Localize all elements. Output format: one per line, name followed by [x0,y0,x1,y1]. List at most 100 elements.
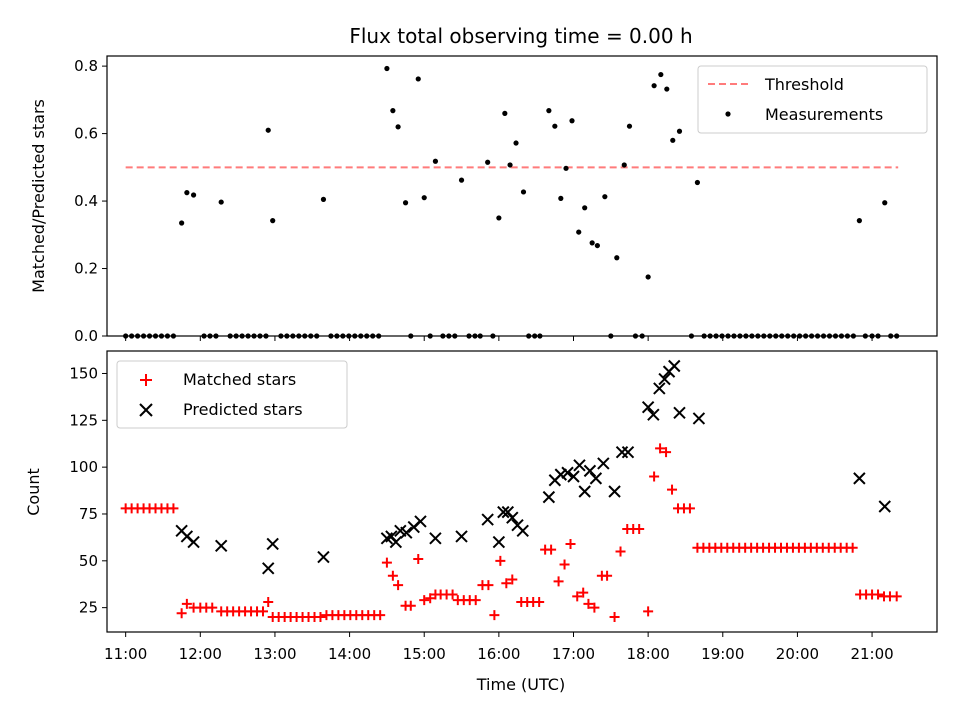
predicted-star-point [567,470,580,483]
matched-star-point [470,595,481,606]
measurement-point [737,333,743,339]
measurement-point [352,333,358,339]
measurement-point [376,333,382,339]
predicted-stars-layer [175,359,891,575]
matched-star-point [181,598,192,609]
measurement-point [761,333,767,339]
top-panel: Flux total observing time = 0.00 h 0.00.… [29,24,938,345]
x-tick-label: 11:00 [104,645,147,663]
measurement-point [779,333,785,339]
matched-star-point [572,591,583,602]
predicted-star-point [578,485,591,498]
matched-star-point [634,523,645,534]
matched-star-point [873,589,884,600]
measurement-point [694,179,701,186]
matched-star-point [315,612,326,623]
matched-star-point [419,595,430,606]
measurement-point [278,333,284,339]
measurement-point [284,333,290,339]
matched-star-point [263,597,274,608]
predicted-star-point [589,472,603,485]
legend-matched-swatch [140,374,152,386]
measurement-point [743,333,749,339]
measurement-point [263,333,269,339]
measurement-point [552,123,558,129]
measurement-point [201,333,207,339]
bottom-x-ticks: 11:00 12:00 13:00 14:00 15:00 16:00 17:00 18:00… [104,632,894,663]
matched-star-point [534,597,545,608]
matched-star-point [207,602,218,613]
legend-measurements-label: Measurements [765,105,883,124]
bottom-panel: 25 50 75 100 125 150 11:00 12:00 13:00 14:00 15:0… [24,350,938,694]
measurement-point [608,333,614,339]
top-legend: Threshold Measurements [697,65,928,134]
measurement-point [820,333,827,339]
measurement-point [308,333,314,339]
measurement-point [346,333,352,339]
measurement-point [882,200,888,206]
measurement-point [569,118,575,124]
x-tick-label: 12:00 [179,645,222,663]
measurement-point [466,333,472,339]
measurement-point [421,195,427,201]
measurement-point [152,333,159,339]
y-tick-label: 100 [69,458,98,476]
measurement-point [427,333,433,339]
measurement-point [602,194,608,200]
bottom-x-axis-label: Time (UTC) [476,675,565,694]
y-tick-label: 0.0 [74,327,98,345]
measurement-point [621,162,627,168]
top-axes-frame [106,55,938,337]
measurement-point [340,333,346,339]
predicted-star-point [853,472,866,485]
measurement-point [651,83,657,89]
predicted-star-point [266,537,279,551]
measurement-point [265,127,271,133]
matched-star-point [847,542,858,553]
matched-star-point [375,610,386,621]
matched-star-point [405,600,416,611]
measurement-point [594,242,600,249]
measurement-point [862,333,868,339]
predicted-star-point [673,406,686,420]
matched-star-point [501,578,512,589]
predicted-star-point [455,530,468,543]
measurement-point [395,124,401,130]
measurement-point [146,333,153,339]
predicted-star-point [621,445,635,459]
measurement-point [749,333,755,339]
predicted-star-point [317,550,330,564]
matched-star-point [643,606,654,617]
measurement-point [213,333,219,339]
predicted-star-point [561,466,574,479]
legend-threshold-label: Threshold [764,75,844,94]
measurement-point [233,333,239,339]
matched-star-point [168,503,179,514]
measurement-point [135,333,141,339]
x-tick-label: 15:00 [403,645,446,663]
measurement-point [814,333,821,339]
predicted-star-point [641,400,655,414]
measurement-point [639,333,645,339]
measurement-point [290,333,296,339]
matched-star-point [578,587,589,598]
chart-title: Flux total observing time = 0.00 h [349,24,692,48]
predicted-star-point [389,535,403,549]
measurement-point [507,162,513,168]
measurement-point [803,333,809,339]
measurement-point [296,333,302,339]
predicted-star-point [542,490,556,504]
top-legend-box [697,65,928,134]
x-tick-label: 19:00 [701,645,744,663]
measurement-point [875,333,881,339]
matched-star-point [447,589,458,600]
measurement-point [227,333,233,339]
x-tick-label: 18:00 [627,645,670,663]
matched-star-point [615,546,626,557]
matched-star-point [257,606,268,617]
matched-star-point [655,443,666,454]
measurement-point [458,177,465,183]
measurement-point [809,333,815,339]
measurement-point [713,333,719,339]
predicted-star-point [481,513,494,526]
